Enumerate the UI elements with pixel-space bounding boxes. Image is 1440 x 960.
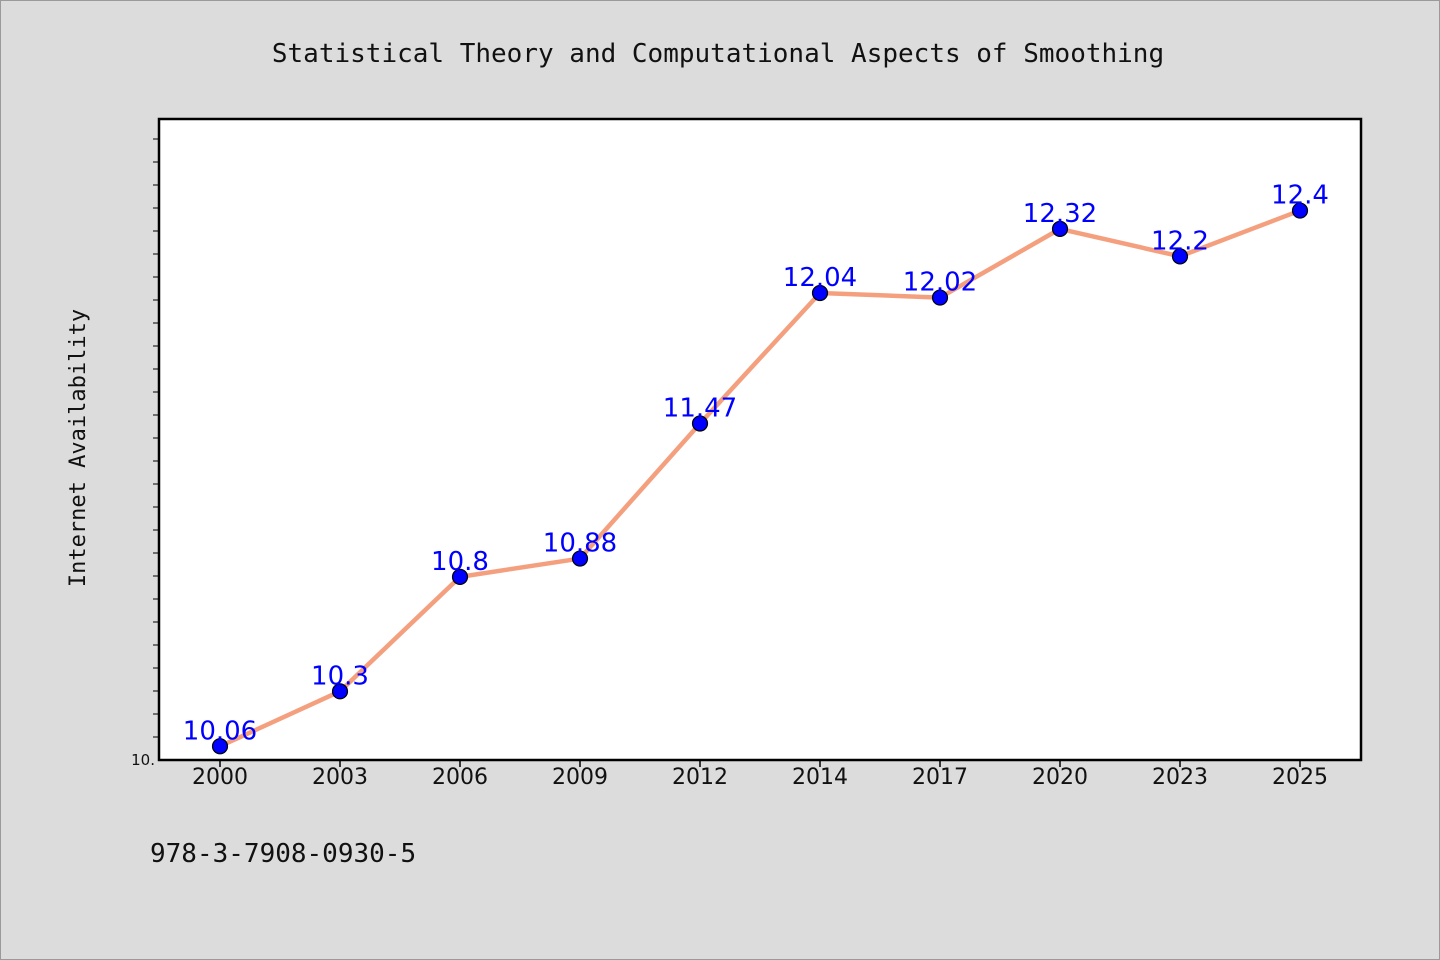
x-tick-label: 2020	[1032, 765, 1088, 790]
x-tick-label: 2003	[312, 765, 368, 790]
x-tick-label: 2009	[552, 765, 608, 790]
y-axis-minor-ticks	[153, 138, 159, 738]
data-label: 12.4	[1271, 181, 1329, 211]
x-tick-label: 2017	[912, 765, 968, 790]
x-tick-label: 2014	[792, 765, 848, 790]
data-label: 12.32	[1023, 199, 1097, 229]
isbn-text: 978-3-7908-0930-5	[150, 839, 416, 869]
data-label: 10.8	[431, 547, 489, 577]
data-label: 11.47	[663, 393, 737, 423]
x-tick-label: 2006	[432, 765, 488, 790]
chart-title: Statistical Theory and Computational Asp…	[272, 39, 1164, 69]
x-tick-label: 2012	[672, 765, 728, 790]
series-line	[217, 208, 1303, 749]
x-tick-label: 2023	[1152, 765, 1208, 790]
x-axis-ticks	[219, 760, 1301, 767]
data-point	[1171, 248, 1189, 265]
y-axis-label: Internet Availability	[66, 309, 91, 587]
data-label: 12.04	[783, 263, 857, 293]
data-labels: 10.06 10.3 10.8 10.88 11.47 12.04 12.02 12.32 12…	[183, 181, 1329, 747]
data-point	[691, 415, 709, 432]
x-tick-label: 2000	[192, 765, 248, 790]
data-point	[331, 683, 349, 700]
y-axis-tick-labels: 10.	[131, 751, 155, 769]
y-tick-label: 10.	[131, 751, 155, 769]
plot-area	[157, 117, 1363, 762]
series-markers	[211, 202, 1309, 755]
data-point	[211, 738, 229, 755]
data-point	[811, 284, 829, 302]
data-label: 12.2	[1151, 226, 1209, 256]
x-axis-tick-labels: 2000 2003 2006 2009 2012 2014 2017 2020 2023 2025	[192, 765, 1328, 790]
data-point	[1291, 202, 1309, 219]
data-label: 10.3	[311, 661, 369, 691]
data-point	[571, 550, 589, 567]
data-label: 12.02	[903, 268, 977, 298]
data-label: 10.06	[183, 716, 257, 746]
data-label: 10.88	[543, 529, 617, 559]
x-tick-label: 2025	[1272, 765, 1328, 790]
data-point	[931, 289, 949, 306]
data-point	[1051, 220, 1069, 237]
data-point	[451, 568, 469, 585]
